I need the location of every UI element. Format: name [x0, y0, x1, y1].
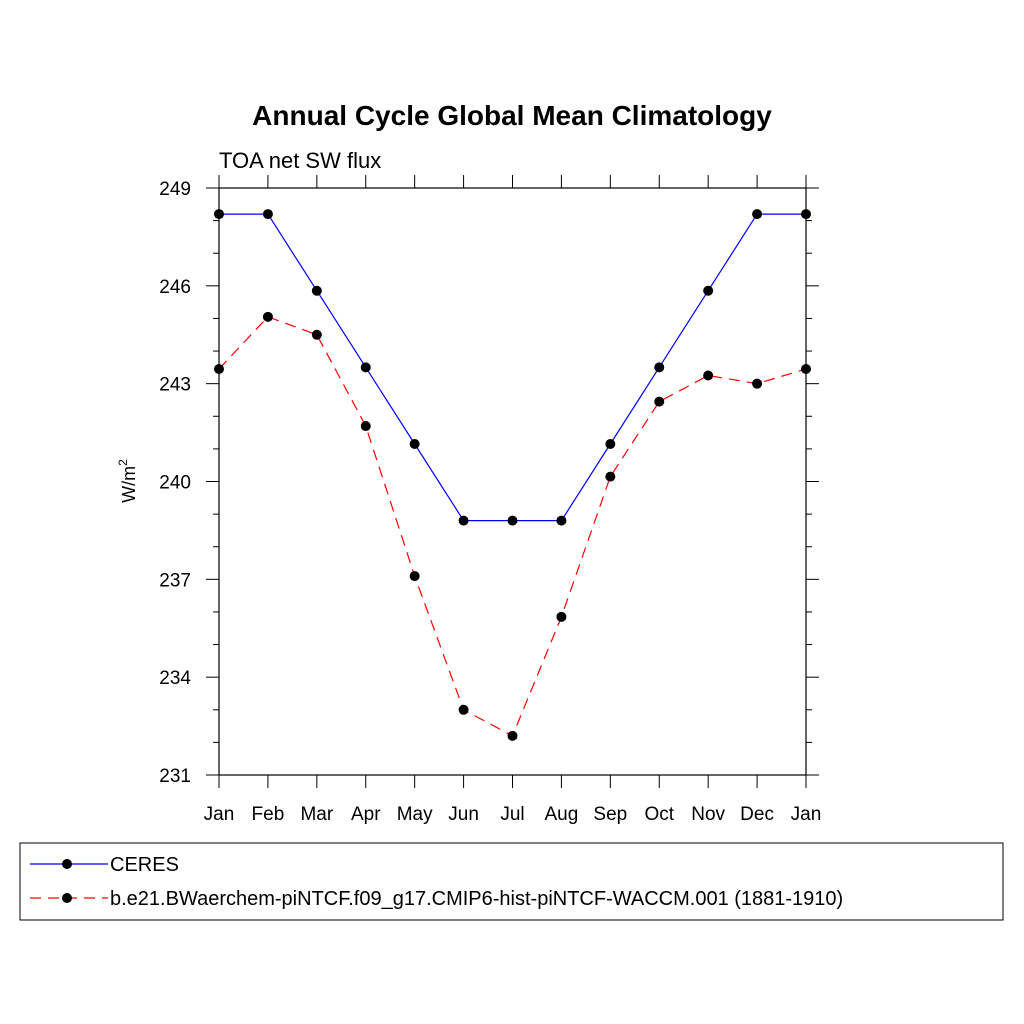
y-tick-label: 243 [159, 375, 191, 396]
x-tick-label: Mar [300, 804, 333, 825]
chart-subtitle: TOA net SW flux [219, 148, 381, 173]
x-tick-label: Feb [252, 804, 285, 825]
x-tick-label: May [397, 804, 433, 825]
x-tick-label: Nov [691, 804, 725, 825]
series-1-point [458, 515, 469, 526]
x-tick-label: Oct [644, 804, 674, 825]
series-2-point [752, 378, 763, 389]
series-layer [214, 209, 811, 741]
series-2-point [605, 471, 616, 482]
y-tick-label: 246 [159, 277, 191, 298]
legend: CERES b.e21.BWaerchem-piNTCF.f09_g17.CMIP… [30, 854, 843, 910]
series-2-point [556, 611, 567, 622]
x-tick-label: Jul [500, 804, 524, 825]
series-1-point [507, 515, 518, 526]
series-2-point [703, 370, 714, 381]
y-axis-label: W/m2 [116, 459, 139, 503]
y-axis-labels: 231 234 237 240 243 246 249 [159, 179, 191, 787]
series-1-point [801, 209, 811, 220]
series-1-point [409, 438, 420, 449]
series-1-point [311, 285, 322, 296]
x-tick-label: Jan [791, 804, 822, 825]
series-line-1 [219, 213, 806, 522]
x-tick-label: Apr [351, 804, 381, 825]
series-line-2 [218, 316, 807, 737]
x-tick-label: Jan [204, 804, 235, 825]
x-axis-labels: Jan Feb Mar Apr May Jun Jul Aug Sep Oct Nov Dec Jan [204, 804, 822, 825]
y-axis-label-exponent: 2 [116, 459, 130, 466]
series-2-point [507, 730, 518, 741]
legend-label-2: b.e21.BWaerchem-piNTCF.f09_g17.CMIP6-his… [110, 888, 843, 910]
series-2-point [801, 363, 811, 374]
series-1-point [654, 362, 665, 373]
series-2-point [262, 311, 273, 322]
series-2-point [360, 421, 371, 432]
y-tick-label: 240 [159, 473, 191, 494]
series-2-point [214, 363, 224, 374]
series-1-point [605, 438, 616, 449]
series-2-point [409, 571, 420, 582]
x-tick-label: Sep [593, 804, 627, 825]
series-1-point [752, 209, 763, 220]
legend-marker-2 [62, 893, 72, 903]
series-2-point [311, 329, 322, 340]
x-tick-label: Aug [545, 804, 579, 825]
legend-box [19, 842, 1004, 921]
y-axis-label-unit: W/m [119, 466, 139, 503]
legend-label-1: CERES [110, 854, 179, 876]
y-tick-label: 237 [159, 570, 191, 591]
axis-ticks [206, 175, 819, 788]
x-tick-label: Jun [448, 804, 479, 825]
series-1-point [556, 515, 567, 526]
legend-marker-1 [62, 859, 72, 869]
series-2-point [458, 704, 469, 715]
series-1-point [262, 209, 273, 220]
series-2-point [654, 396, 665, 407]
y-tick-label: 231 [159, 766, 191, 787]
y-tick-label: 234 [159, 668, 191, 689]
series-1-point [214, 209, 224, 220]
x-tick-label: Dec [740, 804, 774, 825]
chart-title: Annual Cycle Global Mean Climatology [252, 100, 772, 131]
series-1-point [360, 362, 371, 373]
y-tick-label: 249 [159, 179, 191, 200]
series-1-point [703, 285, 714, 296]
